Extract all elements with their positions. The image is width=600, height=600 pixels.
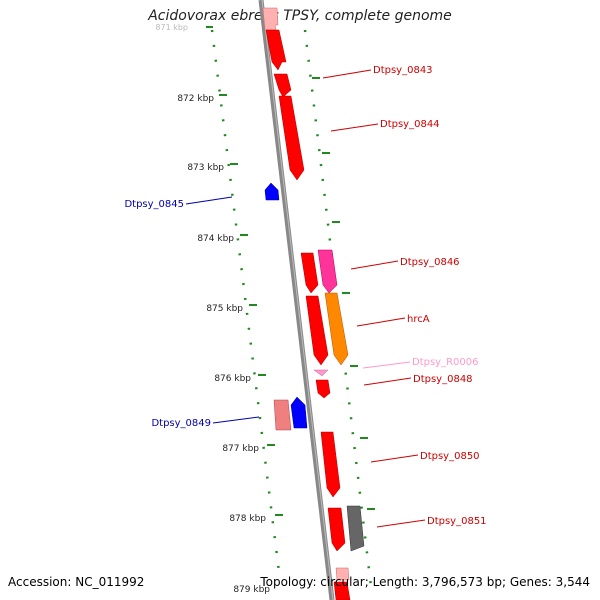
feature-label[interactable]: Dtpsy_0846	[400, 257, 460, 268]
ruler-tick-label: 873 kbp	[187, 163, 224, 173]
ruler-tick-mark	[230, 163, 238, 165]
feature-label[interactable]: Dtpsy_0850	[420, 451, 480, 462]
ruler-tick-mark	[206, 26, 213, 28]
ruler-tick-label: 875 kbp	[206, 304, 243, 314]
feature-label[interactable]: Dtpsy_0851	[427, 516, 487, 527]
gene-feature-dtpsy-0845[interactable]	[264, 182, 280, 201]
ruler-tick-label: 876 kbp	[214, 374, 251, 384]
genes-text: Genes: 3,544	[509, 575, 590, 589]
feature-label[interactable]: Dtpsy_0849	[151, 418, 211, 429]
gene-feature[interactable]	[262, 7, 279, 31]
gene-feature-dtpsy-r0006[interactable]	[313, 369, 329, 377]
feature-label[interactable]: hrcA	[407, 314, 430, 325]
feature-label[interactable]: Dtpsy_R0006	[412, 357, 479, 368]
ruler-right-ticks	[312, 77, 375, 510]
feature-label[interactable]: Dtpsy_0843	[373, 65, 433, 76]
gene-feature[interactable]	[265, 29, 287, 71]
feature-label[interactable]: Dtpsy_0848	[413, 374, 473, 385]
gene-feature-dtpsy-0849[interactable]	[290, 396, 308, 429]
ruler-tick-mark	[240, 234, 248, 236]
gene-feature-dtpsy-0843[interactable]	[273, 73, 292, 98]
gene-feature-dtpsy-0846[interactable]	[317, 249, 338, 294]
gene-feature[interactable]	[273, 399, 292, 431]
map-title: Acidovorax ebreus TPSY, complete genome	[148, 8, 452, 24]
genome-backbone	[258, 0, 335, 600]
gene-feature[interactable]	[300, 252, 319, 294]
ruler-tick-mark	[219, 94, 227, 96]
gene-feature[interactable]	[305, 295, 329, 366]
label-leaders	[185, 69, 426, 528]
gene-feature-dtpsy-0850[interactable]	[320, 431, 341, 498]
ruler-tick-mark	[275, 514, 283, 516]
ruler-tick-label: 879 kbp	[233, 585, 270, 595]
topology-text: Topology: circular;	[260, 575, 369, 589]
genome-stats: Topology: circular; Length: 3,796,573 bp…	[260, 575, 590, 589]
gene-feature-dtpsy-0844[interactable]	[278, 95, 305, 181]
feature-labels[interactable]: Dtpsy_0843 Dtpsy_0844 Dtpsy_0845 Dtpsy_0…	[124, 65, 486, 527]
ruler-tick-label: 871 kbp	[155, 23, 188, 32]
gene-feature[interactable]	[327, 507, 346, 552]
ruler-tick-label: 878 kbp	[229, 514, 266, 524]
ruler-tick-label: 874 kbp	[197, 234, 234, 244]
gene-feature-dtpsy-0848[interactable]	[315, 379, 331, 399]
ruler-tick-label: 872 kbp	[177, 94, 214, 104]
gene-feature[interactable]	[333, 581, 351, 600]
features[interactable]	[262, 7, 365, 600]
length-text: Length: 3,796,573 bp;	[372, 575, 507, 589]
accession-info: Accession: NC_011992	[8, 575, 145, 589]
gene-feature-dtpsy-0851[interactable]	[346, 505, 365, 552]
ruler-tick-mark	[267, 444, 275, 446]
gene-feature-hrca[interactable]	[324, 292, 349, 366]
ruler-tick-label: 877 kbp	[222, 444, 259, 454]
ruler-tick-mark	[258, 374, 266, 376]
ruler: 871 kbp 872 kbp 873 kbp 874 kbp 875 kbp …	[155, 23, 283, 595]
feature-label[interactable]: Dtpsy_0844	[380, 119, 440, 130]
feature-label[interactable]: Dtpsy_0845	[124, 199, 184, 210]
gene-feature[interactable]	[335, 567, 350, 581]
ruler-tick-mark	[249, 304, 257, 306]
